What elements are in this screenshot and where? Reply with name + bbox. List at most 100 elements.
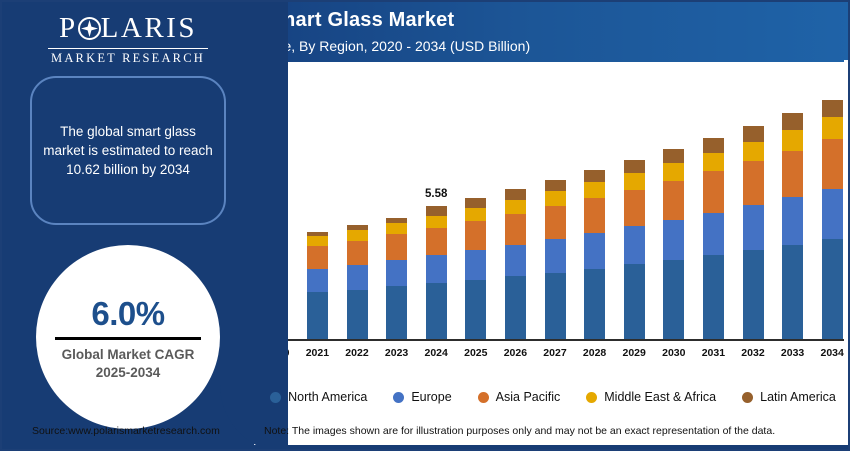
bar-segment[interactable] [584, 169, 606, 183]
bar-segment[interactable] [386, 222, 408, 235]
bar-segment[interactable] [465, 280, 487, 339]
bar-segment[interactable] [306, 236, 328, 247]
bar-segment[interactable] [346, 229, 368, 241]
bar-segment[interactable] [346, 225, 368, 230]
bar-segment[interactable] [702, 212, 724, 256]
bar-column[interactable] [702, 62, 724, 339]
bar-segment[interactable] [504, 200, 526, 214]
cagr-period: 2025-2034 [95, 364, 161, 380]
bar-column[interactable] [663, 62, 685, 339]
x-axis-tick-2030: 2030 [662, 347, 686, 359]
bar-segment[interactable] [544, 206, 566, 239]
bar-segment[interactable] [386, 286, 408, 339]
legend-item[interactable]: Europe [393, 390, 452, 404]
bar-segment[interactable] [782, 196, 804, 245]
bar-segment[interactable] [623, 264, 645, 339]
bar-segment[interactable] [346, 240, 368, 265]
bar-segment[interactable] [425, 255, 447, 284]
bar-segment[interactable] [584, 232, 606, 269]
bar-segment[interactable] [504, 244, 526, 277]
bar-segment[interactable] [584, 182, 606, 199]
bar-segment[interactable] [386, 217, 408, 223]
bar-segment[interactable] [702, 152, 724, 172]
bar-column[interactable] [742, 62, 764, 339]
bar-segment[interactable] [504, 189, 526, 201]
legend-label: Europe [411, 390, 452, 404]
bar-segment[interactable] [623, 172, 645, 190]
source-link[interactable]: Source:www.polarismarketresearch.com [32, 425, 220, 437]
bar-segment[interactable] [504, 213, 526, 245]
bar-segment[interactable] [742, 125, 764, 142]
logo-divider [48, 48, 208, 49]
bar-column[interactable] [386, 62, 408, 339]
bar-segment[interactable] [663, 163, 685, 181]
bar-segment[interactable] [782, 150, 804, 197]
bar-segment[interactable] [663, 219, 685, 260]
bar-segment[interactable] [544, 272, 566, 339]
bar-segment[interactable] [702, 171, 724, 213]
bar-segment[interactable] [663, 149, 685, 164]
bar-segment[interactable] [584, 198, 606, 233]
legend-swatch-icon [477, 391, 489, 403]
bar-segment[interactable] [742, 161, 764, 206]
x-axis-tick-2032: 2032 [741, 347, 765, 359]
bar-segment[interactable] [425, 215, 447, 228]
bar-segment[interactable] [465, 208, 487, 222]
bar-segment[interactable] [623, 189, 645, 227]
bar-segment[interactable] [465, 221, 487, 251]
bar-segment[interactable] [584, 268, 606, 339]
chart-subtitle: Size, By Region, 2020 - 2034 (USD Billio… [264, 38, 531, 54]
bar-column[interactable] [465, 62, 487, 339]
bar-segment[interactable] [544, 191, 566, 207]
bar-segment[interactable] [346, 264, 368, 290]
bar-column[interactable] [821, 62, 843, 339]
bar-segment[interactable] [821, 99, 843, 118]
bar-column[interactable] [504, 62, 526, 339]
bar-segment[interactable] [544, 179, 566, 192]
legend-item[interactable]: Latin America [742, 390, 836, 404]
bar-segment[interactable] [504, 276, 526, 339]
bar-segment[interactable] [306, 292, 328, 339]
bar-segment[interactable] [623, 159, 645, 173]
bar-segment[interactable] [465, 250, 487, 281]
bar-column[interactable] [544, 62, 566, 339]
bar-segment[interactable] [702, 255, 724, 339]
bar-segment[interactable] [306, 246, 328, 270]
bar-segment[interactable] [821, 139, 843, 189]
legend-item[interactable]: North America [270, 390, 367, 404]
bar-column[interactable] [306, 62, 328, 339]
bar-column[interactable] [584, 62, 606, 339]
bar-segment[interactable] [742, 141, 764, 162]
bar-segment[interactable] [782, 129, 804, 151]
bar-segment[interactable] [346, 289, 368, 339]
bar-column[interactable] [425, 62, 447, 339]
bar-segment[interactable] [425, 227, 447, 256]
bar-segment[interactable] [623, 226, 645, 265]
bar-segment[interactable] [782, 112, 804, 130]
bar-segment[interactable] [425, 283, 447, 339]
bar-segment[interactable] [821, 117, 843, 140]
bar-segment[interactable] [782, 244, 804, 339]
bar-segment[interactable] [742, 205, 764, 251]
legend-item[interactable]: Asia Pacific [477, 390, 560, 404]
bar-segment[interactable] [663, 259, 685, 339]
bar-column[interactable] [623, 62, 645, 339]
bar-segment[interactable] [306, 231, 328, 237]
bar-segment[interactable] [544, 238, 566, 273]
bar-segment[interactable] [386, 259, 408, 287]
bar-segment[interactable] [386, 234, 408, 260]
bar-segment[interactable] [465, 197, 487, 209]
bar-column[interactable] [782, 62, 804, 339]
bar-column[interactable] [346, 62, 368, 339]
bar-segment[interactable] [742, 250, 764, 339]
bar-segment[interactable] [821, 239, 843, 339]
bar-segment[interactable] [821, 188, 843, 240]
legend-item[interactable]: Middle East & Africa [586, 390, 716, 404]
bar-segment[interactable] [702, 137, 724, 153]
bar-segment[interactable] [425, 205, 447, 216]
bar-segment[interactable] [306, 269, 328, 293]
footer: Source:www.polarismarketresearch.com Not… [2, 423, 848, 445]
bar-segment[interactable] [663, 180, 685, 220]
chart-plot-area: 20202021202220235.5820242025202620272028… [254, 62, 848, 422]
footer-accent-bar [2, 445, 848, 449]
